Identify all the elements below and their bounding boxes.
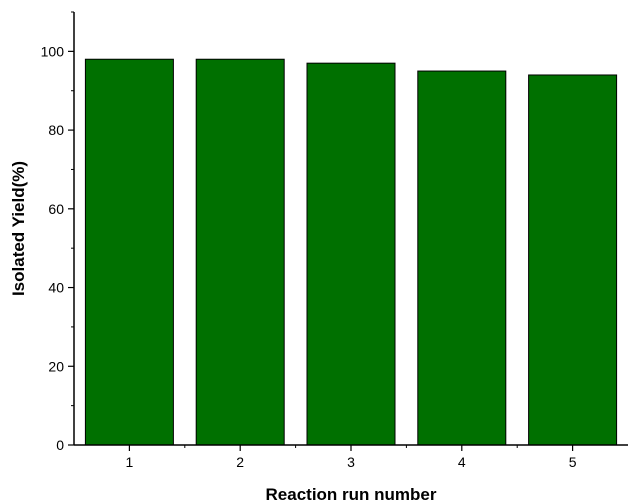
x-tick-label-1: 1 <box>126 454 134 470</box>
bar-run-1 <box>84 58 174 446</box>
ticks-group: 0 20 40 60 80 100 1 2 3 4 5 <box>41 11 577 470</box>
bar-run-4 <box>417 70 507 446</box>
x-tick-label-5: 5 <box>569 454 577 470</box>
y-axis-title: Isolated Yield(%) <box>9 161 28 296</box>
x-tick-label-2: 2 <box>236 454 244 470</box>
y-tick-label-40: 40 <box>48 280 64 296</box>
x-axis-title: Reaction run number <box>266 485 437 504</box>
x-tick-label-4: 4 <box>458 454 466 470</box>
bar-run-2 <box>195 58 285 446</box>
y-tick-label-80: 80 <box>48 122 64 138</box>
bar-run-5 <box>528 74 618 446</box>
y-tick-label-100: 100 <box>41 43 65 59</box>
y-tick-label-20: 20 <box>48 358 64 374</box>
bars-group <box>84 58 618 446</box>
x-tick-label-3: 3 <box>347 454 355 470</box>
y-tick-label-0: 0 <box>56 437 64 453</box>
y-tick-label-60: 60 <box>48 201 64 217</box>
bar-run-3 <box>306 62 396 446</box>
